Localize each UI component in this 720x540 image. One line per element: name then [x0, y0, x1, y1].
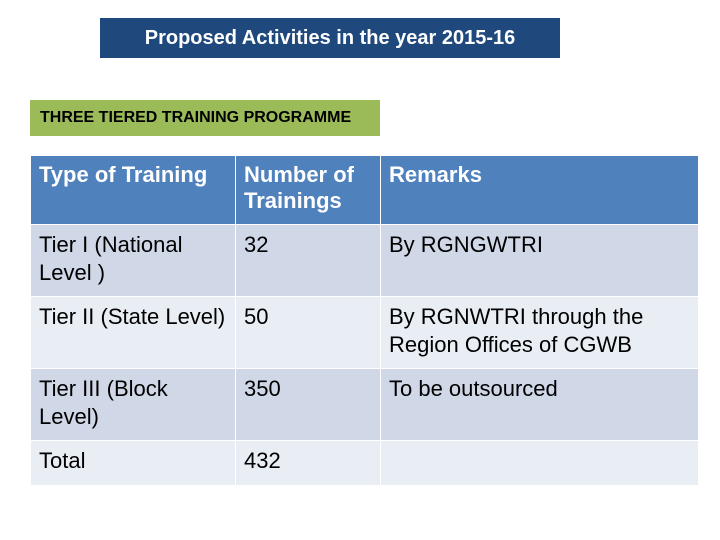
cell-type: Total	[31, 441, 236, 486]
cell-remarks: By RGNWTRI through the Region Offices of…	[381, 297, 699, 369]
table-header-row: Type of Training Number of Trainings Rem…	[31, 156, 699, 225]
col-header-type: Type of Training	[31, 156, 236, 225]
col-header-number: Number of Trainings	[236, 156, 381, 225]
col-header-remarks: Remarks	[381, 156, 699, 225]
cell-type: Tier III (Block Level)	[31, 369, 236, 441]
cell-number: 350	[236, 369, 381, 441]
table-row: Tier II (State Level) 50 By RGNWTRI thro…	[31, 297, 699, 369]
subtitle-text: THREE TIERED TRAINING PROGRAMME	[40, 109, 351, 127]
cell-remarks	[381, 441, 699, 486]
table-row: Tier I (National Level ) 32 By RGNGWTRI	[31, 225, 699, 297]
cell-number: 50	[236, 297, 381, 369]
title-bar: Proposed Activities in the year 2015-16	[100, 18, 560, 58]
training-table: Type of Training Number of Trainings Rem…	[30, 155, 699, 486]
cell-remarks: By RGNGWTRI	[381, 225, 699, 297]
cell-type: Tier II (State Level)	[31, 297, 236, 369]
cell-type: Tier I (National Level )	[31, 225, 236, 297]
table-row: Total 432	[31, 441, 699, 486]
page-title: Proposed Activities in the year 2015-16	[145, 27, 516, 50]
table-row: Tier III (Block Level) 350 To be outsour…	[31, 369, 699, 441]
cell-remarks: To be outsourced	[381, 369, 699, 441]
slide: Proposed Activities in the year 2015-16 …	[0, 0, 720, 540]
cell-number: 32	[236, 225, 381, 297]
cell-number: 432	[236, 441, 381, 486]
subtitle-bar: THREE TIERED TRAINING PROGRAMME	[30, 100, 380, 136]
